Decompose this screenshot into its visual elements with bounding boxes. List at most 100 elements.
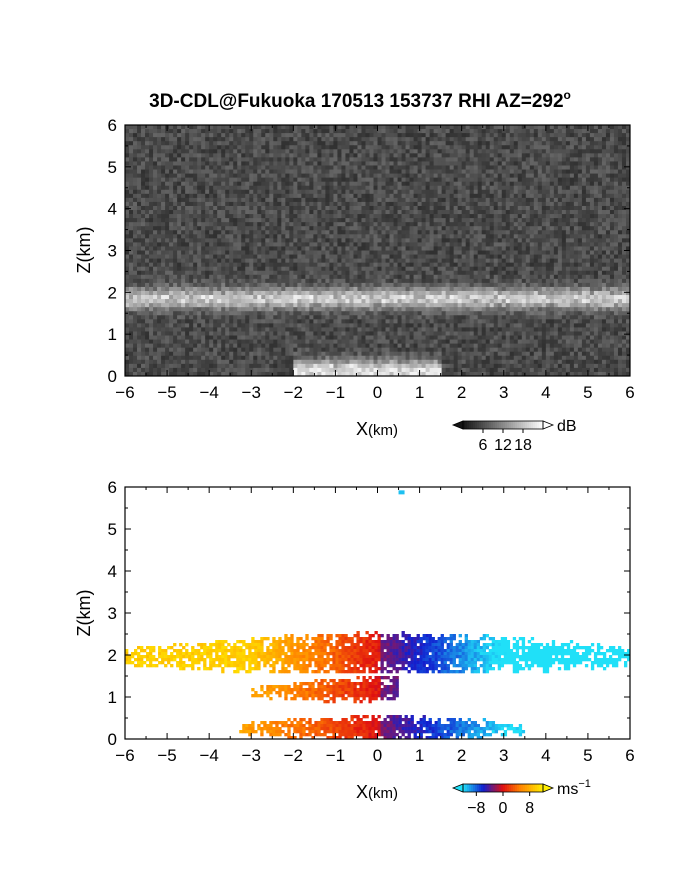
reflectivity-cell [169,254,174,259]
reflectivity-cell [625,238,631,243]
reflectivity-cell [357,149,362,154]
reflectivity-cell [477,258,483,264]
reflectivity-cell [489,161,495,166]
reflectivity-cell [449,230,455,235]
reflectivity-cell [557,250,563,255]
reflectivity-cell [373,125,378,130]
reflectivity-cell [513,185,519,191]
reflectivity-cell [397,141,402,146]
reflectivity-cell [301,230,306,235]
reflectivity-cell [533,157,539,162]
reflectivity-cell [517,266,523,272]
reflectivity-cell [409,161,414,166]
reflectivity-cell [193,266,198,272]
reflectivity-cell [413,169,418,174]
reflectivity-cell [409,230,414,235]
reflectivity-cell [341,246,346,251]
reflectivity-cell [225,125,230,130]
reflectivity-cell [173,254,178,259]
reflectivity-cell [333,169,338,174]
reflectivity-cell [293,193,298,199]
reflectivity-cell [473,274,479,280]
reflectivity-cell [349,177,354,183]
reflectivity-cell [569,205,575,211]
reflectivity-cell [493,270,499,276]
reflectivity-cell [593,246,599,251]
reflectivity-cell [273,173,278,179]
reflectivity-cell [149,258,154,264]
reflectivity-cell [325,133,330,138]
reflectivity-cell [505,250,511,255]
reflectivity-cell [493,197,499,203]
reflectivity-cell [265,234,270,239]
reflectivity-cell [417,234,422,239]
reflectivity-cell [573,218,579,223]
reflectivity-cell [621,246,627,251]
reflectivity-cell [401,189,406,195]
reflectivity-cell [421,250,426,255]
reflectivity-cell [569,270,575,276]
reflectivity-cell [205,161,210,166]
reflectivity-cell [173,282,178,288]
reflectivity-cell [593,197,599,203]
reflectivity-cell [433,226,439,231]
reflectivity-cell [589,246,595,251]
reflectivity-cell [381,254,386,259]
reflectivity-cell [405,218,410,223]
reflectivity-cell [409,185,414,191]
reflectivity-cell [137,258,142,264]
reflectivity-cell [313,230,318,235]
reflectivity-cell [377,185,382,191]
reflectivity-cell [465,242,471,247]
reflectivity-cell [473,242,479,247]
reflectivity-cell [145,161,150,166]
reflectivity-cell [253,246,258,251]
reflectivity-cell [533,141,539,146]
reflectivity-cell [317,242,322,247]
reflectivity-cell [361,193,366,199]
reflectivity-cell [621,242,627,247]
reflectivity-cell [601,234,607,239]
reflectivity-cell [445,250,451,255]
reflectivity-cell [453,250,459,255]
reflectivity-cell [365,246,370,251]
reflectivity-cell [465,181,471,187]
reflectivity-cell [329,246,334,251]
reflectivity-cell [233,189,238,195]
reflectivity-cell [329,145,334,150]
reflectivity-cell [405,250,410,255]
reflectivity-cell [165,238,170,243]
reflectivity-cell [141,185,146,191]
reflectivity-cell [385,270,390,276]
reflectivity-cell [377,145,382,150]
reflectivity-cell [525,137,531,142]
reflectivity-cell [521,145,527,150]
reflectivity-cell [609,250,615,255]
reflectivity-cell [497,218,503,223]
reflectivity-cell [173,218,178,223]
reflectivity-cell [137,246,142,251]
reflectivity-cell [617,157,623,162]
reflectivity-cell [521,210,527,215]
reflectivity-cell [205,218,210,223]
reflectivity-cell [565,153,571,158]
reflectivity-cell [377,169,382,174]
reflectivity-cell [341,125,346,130]
reflectivity-cell [409,205,414,211]
reflectivity-cell [505,161,511,166]
reflectivity-cell [377,242,382,247]
reflectivity-cell [457,177,463,183]
reflectivity-cell [589,177,595,183]
reflectivity-cell [325,149,330,154]
reflectivity-cell [317,274,322,280]
reflectivity-cell [621,193,627,199]
reflectivity-cell [529,129,535,134]
reflectivity-cell [329,266,334,272]
reflectivity-cell [453,193,459,199]
reflectivity-cell [137,193,142,199]
reflectivity-cell [225,254,230,259]
reflectivity-cell [489,197,495,203]
reflectivity-cell [161,210,166,215]
reflectivity-cell [429,258,435,264]
reflectivity-cell [341,177,346,183]
